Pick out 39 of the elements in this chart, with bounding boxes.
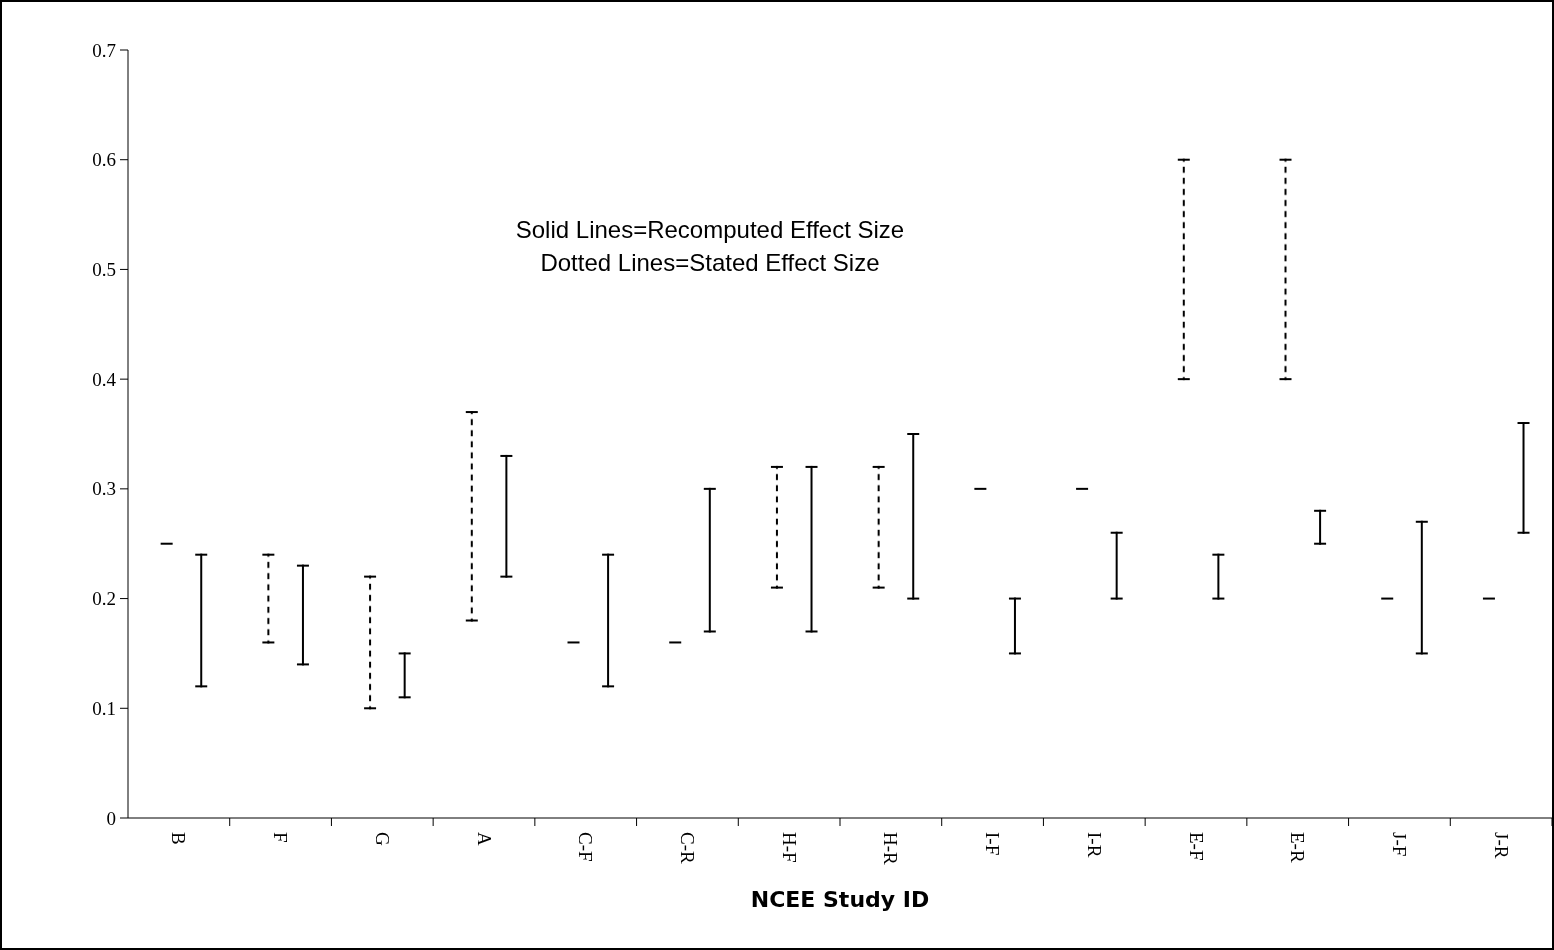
x-tick-label: I-R — [1083, 832, 1105, 858]
y-tick-label: 0.7 — [92, 39, 116, 61]
bar — [1420, 520, 1423, 655]
bar — [505, 454, 508, 578]
y-tick-label: 0.1 — [92, 697, 116, 719]
y-tick-label: 0 — [106, 807, 116, 829]
x-tick-label: H-R — [880, 832, 902, 866]
x-tick-label: E-R — [1287, 832, 1309, 863]
x-tick-label: C-R — [676, 832, 698, 864]
x-tick-label: A — [473, 832, 495, 846]
bar — [912, 433, 915, 600]
bar — [301, 564, 304, 666]
bar — [810, 465, 813, 633]
annotation: Solid Lines=Recomputed Effect Size — [515, 216, 905, 243]
x-tick-label: F — [270, 832, 292, 843]
y-tick-label: 0.3 — [92, 478, 116, 500]
x-tick-label: G — [371, 832, 393, 846]
bar — [1217, 553, 1220, 600]
y-tick-label: 0.5 — [92, 258, 116, 280]
y-tick-label: 0.6 — [92, 149, 116, 171]
x-tick-label: C-F — [575, 832, 597, 862]
bar — [200, 553, 203, 688]
x-tick-label: I-F — [982, 832, 1004, 856]
bar — [1319, 509, 1322, 545]
y-tick-label: 0.2 — [92, 588, 116, 610]
x-tick-label: J-R — [1490, 832, 1512, 859]
x-tick-label: B — [168, 832, 190, 845]
x-tick-label: J-F — [1388, 832, 1410, 857]
bar — [708, 487, 711, 633]
bar — [607, 553, 610, 688]
y-tick-label: 0.4 — [92, 368, 117, 390]
bar — [1115, 531, 1118, 600]
x-axis-title: NCEE Study ID — [750, 887, 930, 912]
bar — [1013, 597, 1016, 655]
bar — [1522, 422, 1525, 534]
x-tick-label: H-F — [778, 832, 800, 863]
x-tick-label: E-F — [1185, 832, 1207, 861]
annotation: Dotted Lines=Stated Effect Size — [540, 249, 880, 276]
bar — [403, 652, 406, 699]
